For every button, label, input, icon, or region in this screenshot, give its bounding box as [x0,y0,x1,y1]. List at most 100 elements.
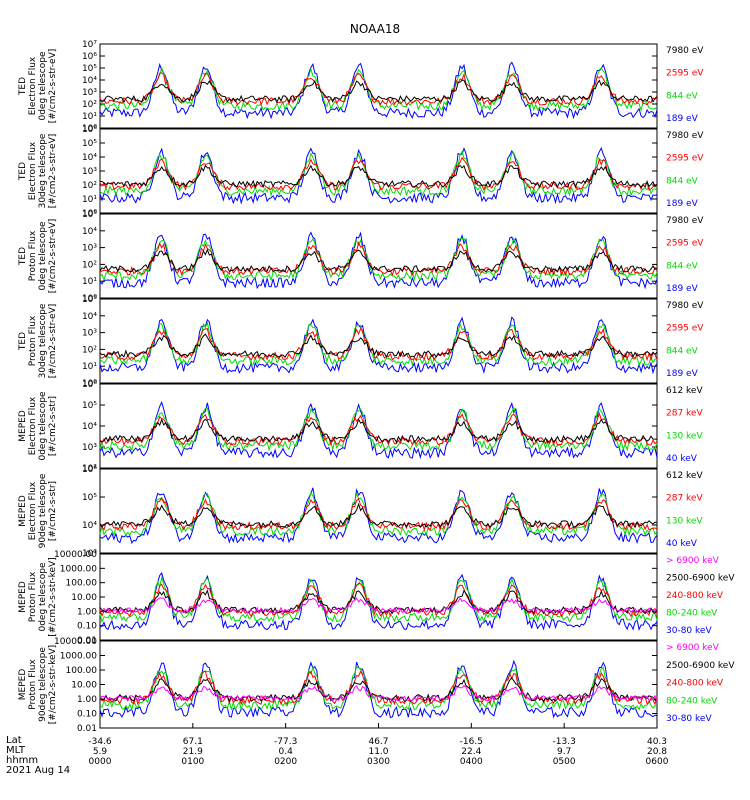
legend-entry: 130 keV [666,431,703,441]
y-tick-label: 10³ [82,329,97,339]
y-tick-label: 10.00 [71,681,97,691]
xaxis-row-label-lat: Lat [6,735,22,746]
y-tick-label: 0.10 [77,622,97,632]
legend-entry: 2595 eV [666,69,704,79]
legend-entry: > 6900 keV [666,643,720,653]
y-tick-label: 10³ [82,443,97,453]
y-tick-label: 10⁵ [82,139,97,149]
y-axis-label: 0deg telescope [38,221,48,291]
y-tick-label: 10⁰ [82,124,97,134]
legend-entry: 2595 eV [666,239,704,249]
series-line [99,575,658,624]
x-tick-mlt: 22.4 [461,747,481,757]
x-tick-lat: -77.3 [274,737,297,747]
y-tick-label: 10² [82,464,97,474]
y-tick-label: 10⁶ [82,465,97,475]
legend-entry: 80-240 keV [666,609,718,619]
y-axis-label: Electron Flux [28,481,38,540]
legend-entry: 844 eV [666,261,699,271]
y-tick-label: 100.00 [66,579,98,589]
x-tick-hhmm: 0400 [460,757,483,767]
y-axis-label: 90deg telescope [38,473,48,548]
y-axis-label: TED [18,162,28,181]
y-tick-label: 10⁵ [82,210,97,220]
y-tick-label: 10⁵ [82,493,97,503]
y-tick-label: 10⁴ [82,521,97,531]
legend-entry: 612 keV [666,386,703,396]
panel-frame [99,43,658,129]
legend-entry: 612 keV [666,471,703,481]
series-line [99,491,658,537]
series-line [99,79,658,104]
y-tick-label: 10¹ [82,277,97,287]
series-line [99,146,658,205]
series-line [99,150,658,198]
legend-entry: 287 keV [666,409,703,419]
series-line [99,231,658,290]
legend-entry: 130 keV [666,516,703,526]
legend-entry: 7980 eV [666,131,704,141]
y-axis-label: 0deg telescope [38,51,48,121]
y-axis-label: [#/cm2-s-str] [48,481,58,541]
x-tick-lat: 40.3 [647,737,667,747]
y-tick-label: 1.00 [77,695,97,705]
y-tick-label: 10⁰ [82,209,97,219]
y-tick-label: 10³ [82,244,97,254]
y-axis-label: [#/cm2-s-str-eV] [48,219,58,294]
y-tick-label: 0.10 [77,710,97,720]
series-line [99,659,658,719]
legend-entry: 240-800 keV [666,591,724,601]
y-tick-label: 10⁶ [82,125,97,135]
y-tick-label: 10.00 [71,593,97,603]
legend-entry: 7980 eV [666,46,704,56]
y-tick-label: 10⁵ [82,295,97,305]
y-tick-label: 10⁴ [82,312,97,322]
y-axis-label: [#/cm2-s-str-eV] [48,49,58,124]
y-tick-label: 10¹ [82,195,97,205]
x-tick-lat: -13.3 [553,737,576,747]
legend-entry: 189 eV [666,369,699,379]
legend-entry: 189 eV [666,284,699,294]
y-tick-label: 10⁴ [82,76,97,86]
legend-entry: 189 eV [666,199,699,209]
legend-entry: 844 eV [666,176,699,186]
y-tick-label: 10² [82,181,97,191]
legend-entry: 2595 eV [666,154,704,164]
y-tick-label: 10000.00 [54,637,97,647]
y-tick-label: 10⁴ [82,422,97,432]
panel-frame [99,213,658,299]
series-line [99,72,658,107]
y-tick-label: 10² [82,345,97,355]
x-tick-mlt: 11.0 [368,747,388,757]
y-tick-label: 0.01 [77,636,97,646]
x-tick-lat: -16.5 [460,737,483,747]
series-line [99,333,658,359]
y-tick-label: 10⁴ [82,153,97,163]
series-line [99,502,658,529]
y-tick-label: 10⁶ [82,380,97,390]
y-axis-label: Proton Flux [28,230,38,281]
y-tick-label: 1.00 [77,607,97,617]
x-tick-mlt: 5.9 [93,747,108,757]
legend-entry: 40 keV [666,539,698,549]
y-tick-label: 10¹ [82,362,97,372]
legend-entry: 2500-6900 keV [666,574,735,584]
y-tick-label: 10⁰ [82,294,97,304]
series-line [99,327,658,362]
y-axis-label: MEPED [18,581,28,613]
y-axis-label: 0deg telescope [38,562,48,632]
xaxis-date: 2021 Aug 14 [6,765,71,776]
y-tick-label: 10³ [82,167,97,177]
series-line [99,401,658,460]
legend-entry: 287 keV [666,494,703,504]
y-axis-label: Electron Flux [28,141,38,200]
legend-entry: 240-800 keV [666,679,724,689]
y-axis-label: 30deg telescope [38,303,48,378]
x-tick-hhmm: 0600 [646,757,669,767]
y-tick-label: 10⁰ [82,379,97,389]
chart-title: NOAA18 [349,22,401,36]
panel-frame [99,128,658,214]
y-tick-label: 10⁵ [82,64,97,74]
x-tick-mlt: 0.4 [279,747,294,757]
x-tick-hhmm: 0500 [553,757,576,767]
